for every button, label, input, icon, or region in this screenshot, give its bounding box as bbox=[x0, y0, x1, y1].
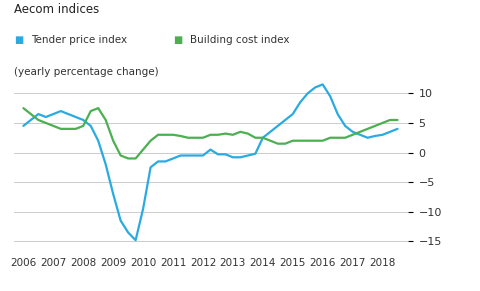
Text: Tender price index: Tender price index bbox=[31, 35, 127, 45]
Text: Building cost index: Building cost index bbox=[190, 35, 289, 45]
Text: Aecom indices: Aecom indices bbox=[14, 3, 100, 16]
Text: ■: ■ bbox=[14, 35, 24, 45]
Text: ■: ■ bbox=[173, 35, 182, 45]
Text: (yearly percentage change): (yearly percentage change) bbox=[14, 67, 159, 77]
